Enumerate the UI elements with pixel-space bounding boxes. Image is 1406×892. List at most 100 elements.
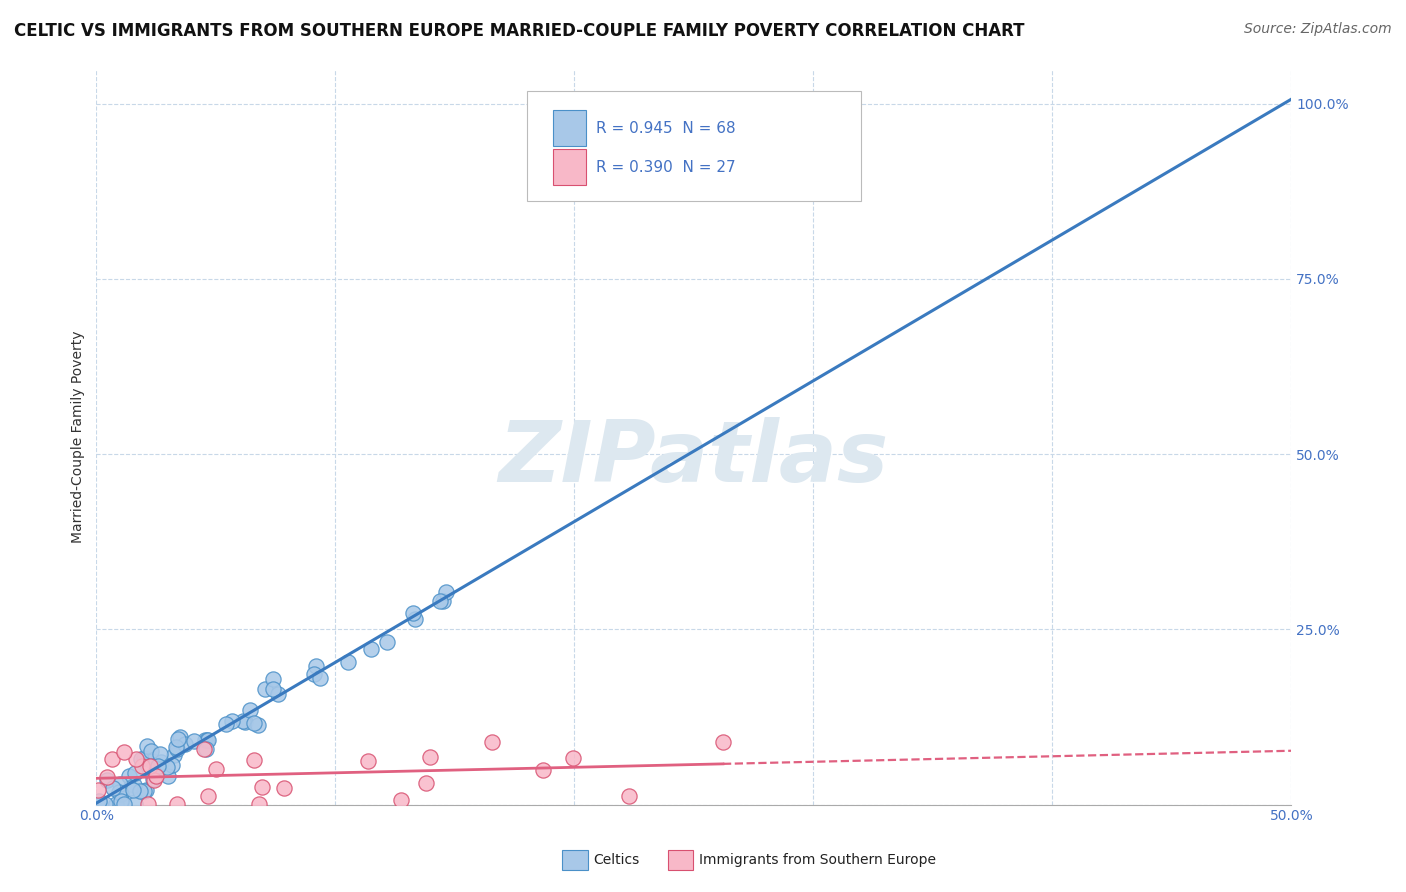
- Point: [86, 797, 108, 811]
- Point: [93, 797, 115, 811]
- Point: [157, 768, 180, 782]
- Point: [167, 731, 190, 746]
- Point: [197, 789, 219, 803]
- Point: [194, 741, 217, 756]
- Point: [101, 780, 124, 795]
- Point: [242, 715, 264, 730]
- Point: [360, 641, 382, 656]
- Point: [166, 742, 188, 756]
- Point: [132, 750, 155, 764]
- Point: [166, 797, 188, 811]
- Point: [711, 735, 734, 749]
- Point: [148, 759, 170, 773]
- Point: [124, 797, 146, 811]
- Point: [267, 687, 290, 701]
- Point: [165, 739, 187, 754]
- FancyBboxPatch shape: [526, 91, 860, 201]
- Point: [96, 770, 118, 784]
- Point: [239, 703, 262, 717]
- Point: [110, 794, 132, 808]
- Point: [432, 594, 454, 608]
- Point: [247, 718, 270, 732]
- Point: [195, 733, 218, 747]
- Point: [262, 681, 284, 696]
- Point: [232, 714, 254, 729]
- Point: [183, 734, 205, 748]
- Bar: [553, 150, 586, 185]
- Point: [169, 731, 191, 745]
- Point: [142, 772, 165, 786]
- Point: [404, 612, 426, 626]
- Point: [136, 797, 159, 811]
- Point: [118, 780, 141, 795]
- Bar: [553, 111, 586, 145]
- Point: [357, 754, 380, 768]
- Point: [562, 751, 585, 765]
- Point: [531, 763, 554, 777]
- Point: [233, 715, 256, 730]
- Text: Celtics: Celtics: [593, 853, 640, 867]
- Point: [205, 762, 228, 776]
- Point: [308, 671, 330, 685]
- Point: [131, 752, 153, 766]
- Point: [89, 797, 111, 811]
- Point: [215, 716, 238, 731]
- Point: [117, 769, 139, 783]
- Text: Immigrants from Southern Europe: Immigrants from Southern Europe: [699, 853, 936, 867]
- Text: R = 0.390  N = 27: R = 0.390 N = 27: [596, 160, 735, 175]
- Point: [114, 797, 136, 811]
- Point: [108, 785, 131, 799]
- Point: [174, 737, 197, 751]
- Point: [391, 793, 413, 807]
- Point: [139, 744, 162, 758]
- Point: [415, 776, 437, 790]
- Point: [108, 777, 131, 791]
- Point: [250, 780, 273, 794]
- Point: [142, 768, 165, 782]
- Text: Source: ZipAtlas.com: Source: ZipAtlas.com: [1244, 22, 1392, 37]
- Y-axis label: Married-Couple Family Poverty: Married-Couple Family Poverty: [72, 330, 86, 543]
- Point: [131, 759, 153, 773]
- Point: [101, 752, 124, 766]
- Point: [197, 732, 219, 747]
- Point: [149, 747, 172, 761]
- Point: [139, 759, 162, 773]
- Point: [135, 783, 157, 797]
- Point: [336, 655, 359, 669]
- Point: [160, 757, 183, 772]
- Point: [112, 745, 135, 759]
- Point: [141, 754, 163, 768]
- Point: [163, 747, 186, 762]
- Point: [136, 739, 159, 754]
- Point: [89, 794, 111, 808]
- Point: [619, 789, 641, 804]
- Point: [145, 768, 167, 782]
- Text: ZIPatlas: ZIPatlas: [499, 417, 889, 500]
- Point: [87, 783, 110, 797]
- Point: [142, 772, 165, 787]
- Point: [419, 749, 441, 764]
- Point: [221, 714, 243, 728]
- Point: [243, 753, 266, 767]
- Point: [110, 787, 132, 801]
- Point: [124, 766, 146, 780]
- Point: [247, 797, 270, 811]
- Point: [193, 742, 215, 756]
- Point: [273, 780, 295, 795]
- Point: [156, 760, 179, 774]
- Point: [434, 584, 457, 599]
- Point: [128, 784, 150, 798]
- Point: [254, 682, 277, 697]
- Point: [375, 635, 398, 649]
- Point: [149, 755, 172, 769]
- Text: CELTIC VS IMMIGRANTS FROM SOUTHERN EUROPE MARRIED-COUPLE FAMILY POVERTY CORRELAT: CELTIC VS IMMIGRANTS FROM SOUTHERN EUROP…: [14, 22, 1025, 40]
- Point: [145, 769, 167, 783]
- Point: [96, 772, 118, 787]
- Point: [402, 606, 425, 620]
- Point: [305, 658, 328, 673]
- Point: [125, 752, 148, 766]
- Point: [194, 732, 217, 747]
- Point: [262, 672, 284, 686]
- Point: [134, 784, 156, 798]
- Text: R = 0.945  N = 68: R = 0.945 N = 68: [596, 120, 735, 136]
